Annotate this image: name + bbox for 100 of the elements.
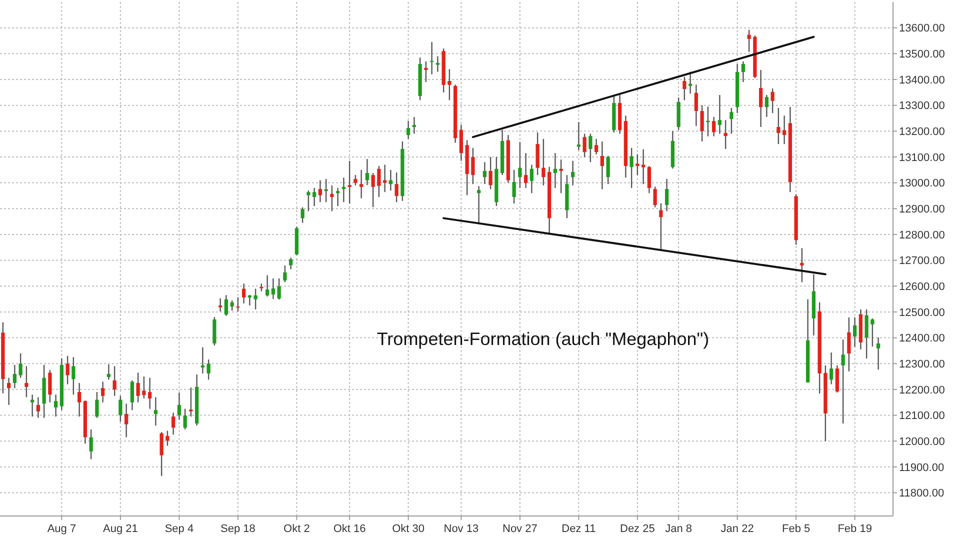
y-tick-label: 12200.00 bbox=[899, 384, 945, 396]
candlestick bbox=[95, 391, 99, 418]
candlestick bbox=[741, 60, 746, 83]
x-tick-label: Aug 21 bbox=[103, 523, 138, 535]
y-tick-label: 12100.00 bbox=[899, 410, 945, 422]
candlestick bbox=[653, 186, 657, 208]
y-tick-label: 11900.00 bbox=[899, 462, 944, 474]
y-tick-label: 13000.00 bbox=[899, 178, 945, 190]
candlestick bbox=[471, 147, 475, 185]
candlestick bbox=[318, 180, 322, 203]
candlestick bbox=[189, 387, 193, 418]
x-tick-label: Dez 25 bbox=[620, 523, 655, 535]
candlestick bbox=[148, 377, 152, 410]
candlestick bbox=[6, 377, 11, 406]
candlestick bbox=[12, 364, 17, 389]
candlestick bbox=[476, 186, 481, 224]
candlestick bbox=[636, 154, 640, 176]
candlestick bbox=[776, 107, 780, 145]
candlestick bbox=[118, 395, 122, 422]
candlestick bbox=[359, 169, 364, 199]
y-tick-label: 12800.00 bbox=[899, 229, 945, 242]
candlestick bbox=[852, 316, 857, 348]
candlestick bbox=[841, 338, 845, 424]
candlestick bbox=[700, 104, 704, 142]
candlestick bbox=[718, 94, 722, 134]
candlestick bbox=[424, 60, 428, 83]
candlestick bbox=[553, 152, 558, 189]
candlestick bbox=[72, 356, 76, 396]
candlestick bbox=[183, 408, 187, 430]
candlestick bbox=[330, 184, 334, 212]
candlestick bbox=[48, 369, 52, 403]
x-tick-label: Aug 7 bbox=[47, 523, 76, 535]
candlestick bbox=[394, 172, 398, 203]
candlestick bbox=[100, 381, 105, 403]
candlestick bbox=[682, 76, 686, 101]
candlestick bbox=[864, 308, 868, 360]
candlestick bbox=[576, 122, 581, 151]
candlestick bbox=[106, 364, 111, 380]
candlestick bbox=[459, 124, 464, 162]
x-tick-label: Sep 18 bbox=[220, 523, 256, 535]
candlestick bbox=[271, 278, 276, 300]
candlestick bbox=[265, 274, 270, 298]
candlestick bbox=[371, 172, 375, 208]
candlestick bbox=[224, 294, 228, 316]
candlestick bbox=[336, 187, 340, 207]
y-tick-label: 13200.00 bbox=[899, 126, 945, 138]
y-tick-label: 13500.00 bbox=[899, 48, 945, 61]
candlestick bbox=[166, 430, 170, 446]
candlestick bbox=[870, 318, 874, 348]
candlestick bbox=[142, 376, 146, 400]
candlestick bbox=[206, 358, 210, 380]
candlestick bbox=[242, 282, 246, 304]
candlestick bbox=[835, 364, 840, 394]
candlestick bbox=[876, 336, 880, 370]
y-tick-label: 12900.00 bbox=[899, 203, 945, 216]
candlestick bbox=[800, 248, 804, 283]
candlestick bbox=[518, 141, 522, 189]
candlestick bbox=[24, 366, 28, 398]
candlestick bbox=[647, 165, 652, 194]
x-tick-label: Sep 4 bbox=[164, 523, 194, 535]
candlestick bbox=[354, 174, 358, 186]
candlestick bbox=[388, 169, 393, 192]
x-tick-label: Dez 11 bbox=[562, 523, 596, 535]
y-tick-label: 12000.00 bbox=[899, 436, 945, 448]
candlestick bbox=[236, 296, 240, 312]
y-tick-label: 12300.00 bbox=[899, 358, 945, 370]
candlestick bbox=[406, 120, 410, 140]
y-tick-label: 12700.00 bbox=[899, 255, 945, 268]
candlestick bbox=[248, 294, 252, 306]
candlestick bbox=[130, 380, 134, 411]
candlestick bbox=[758, 69, 763, 128]
candlestick bbox=[594, 138, 598, 155]
candlestick bbox=[436, 56, 440, 72]
candlestick bbox=[448, 68, 452, 101]
x-tick-label: Nov 13 bbox=[444, 523, 479, 535]
candlestick bbox=[254, 288, 258, 310]
candlestick bbox=[724, 119, 728, 150]
y-tick-label: 11800.00 bbox=[899, 488, 944, 500]
annotation: Trompeten-Formation (auch "Megaphon") bbox=[376, 329, 710, 349]
candlestick bbox=[277, 278, 281, 300]
candlestick bbox=[524, 152, 528, 189]
candlestick bbox=[348, 160, 352, 204]
x-tick-label: Okt 2 bbox=[284, 523, 310, 535]
candlestick bbox=[171, 412, 176, 436]
candlestick bbox=[124, 403, 128, 438]
candlestick bbox=[664, 178, 669, 212]
candlestick bbox=[89, 428, 93, 460]
x-tick-label: Okt 16 bbox=[333, 523, 366, 535]
y-tick-label: 13600.00 bbox=[899, 22, 945, 35]
candlestick bbox=[764, 94, 769, 118]
y-tick-label: 12400.00 bbox=[899, 332, 945, 345]
candlestick bbox=[218, 298, 222, 312]
candlestick bbox=[154, 396, 158, 426]
x-tick-label: Feb 19 bbox=[838, 523, 872, 535]
candlestick bbox=[306, 190, 310, 212]
candlestick bbox=[324, 178, 328, 203]
candlestick bbox=[847, 316, 851, 372]
candlestick bbox=[36, 396, 40, 418]
candlestick bbox=[482, 162, 487, 185]
candlestick bbox=[30, 394, 34, 418]
